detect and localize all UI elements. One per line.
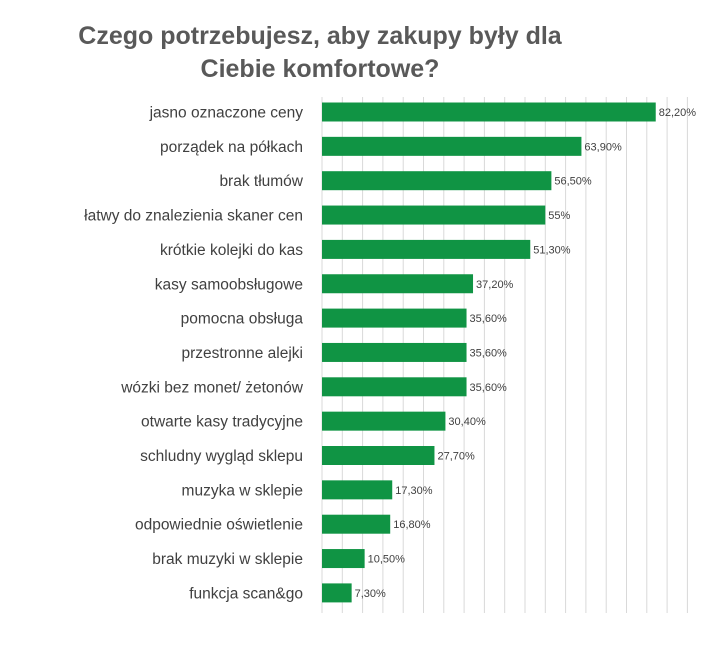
- bar: [322, 102, 656, 122]
- category-label: przestronne alejki: [182, 345, 303, 362]
- value-label: 63,90%: [584, 141, 622, 153]
- value-label: 16,80%: [393, 519, 431, 531]
- bar: [322, 480, 393, 500]
- bar: [322, 446, 435, 465]
- category-label: jasno oznaczone ceny: [149, 105, 304, 122]
- category-labels: jasno oznaczone ceny porządek na półkach b…: [84, 105, 304, 603]
- bar: [322, 308, 467, 328]
- bar: [322, 171, 552, 191]
- value-label: 35,60%: [470, 347, 508, 359]
- bar: [322, 342, 467, 362]
- category-label: odpowiednie oświetlenie: [135, 517, 303, 534]
- value-label: 37,20%: [476, 279, 514, 291]
- value-label: 51,30%: [533, 244, 571, 256]
- bar: [322, 136, 582, 156]
- category-label: wózki bez monet/ żetonów: [120, 379, 304, 396]
- category-label: schludny wygląd sklepu: [140, 448, 303, 465]
- category-label: muzyka w sklepie: [182, 482, 303, 499]
- value-label: 27,70%: [437, 451, 475, 463]
- bar: [322, 274, 474, 294]
- category-label: kasy samoobsługowe: [155, 276, 303, 293]
- bar: [322, 514, 391, 534]
- value-label: 82,20%: [659, 107, 697, 119]
- bar: [322, 411, 446, 431]
- value-label: 35,60%: [470, 382, 508, 394]
- chart-title-line-2: Ciebie komfortowe?: [200, 55, 440, 83]
- category-label: funkcja scan&go: [189, 585, 303, 602]
- category-label: otwarte kasy tradycyjne: [141, 414, 303, 431]
- chart-title-line-1: Czego potrzebujesz, aby zakupy były dla: [78, 22, 562, 50]
- value-label: 17,30%: [395, 485, 433, 497]
- value-label: 35,60%: [470, 313, 508, 325]
- bar: [322, 239, 531, 259]
- value-label: 30,40%: [448, 416, 486, 428]
- category-label: pomocna obsługa: [181, 311, 304, 328]
- chart-title: Czego potrzebujesz, aby zakupy były dla …: [40, 20, 600, 86]
- value-labels: 82,20% 63,90% 56,50% 55% 51,30% 37,20% 35,60% 3…: [355, 107, 697, 600]
- category-label: porządek na półkach: [160, 139, 303, 156]
- bars: [322, 102, 656, 603]
- category-label: łatwy do znalezienia skaner cen: [84, 208, 303, 225]
- category-label: brak muzyki w sklepie: [152, 551, 303, 568]
- category-label: brak tłumów: [219, 173, 303, 190]
- bar: [322, 549, 365, 569]
- bar: [322, 377, 467, 397]
- bar: [322, 583, 352, 603]
- value-label: 10,50%: [368, 554, 406, 566]
- category-label: krótkie kolejki do kas: [160, 242, 303, 259]
- value-label: 55%: [548, 210, 570, 222]
- value-label: 7,30%: [355, 588, 386, 600]
- value-label: 56,50%: [554, 176, 592, 188]
- bar: [322, 205, 546, 225]
